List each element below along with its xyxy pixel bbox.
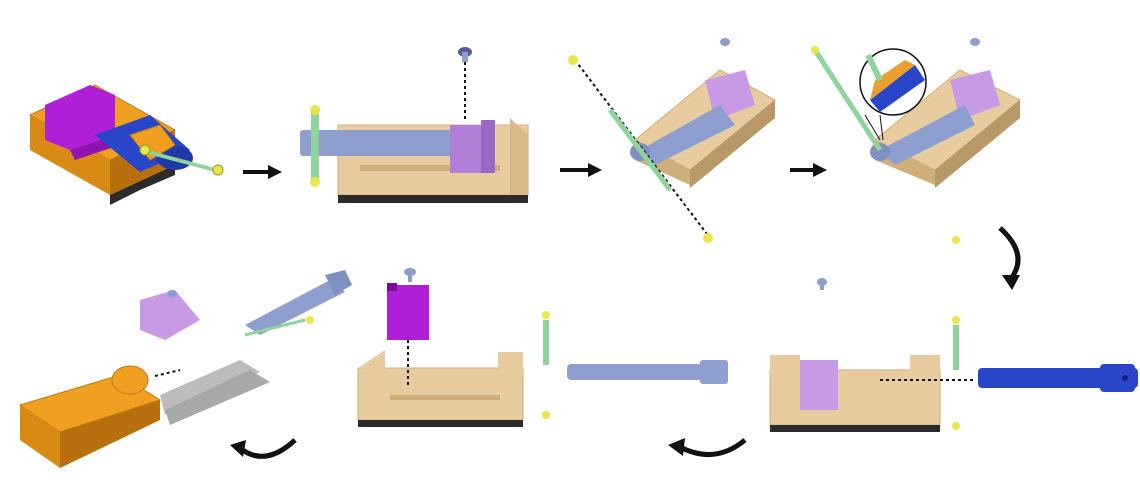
step-4-pin-zoom	[811, 38, 1021, 188]
step-1-assembled-vise	[28, 84, 224, 205]
step-6-shaft-removed	[357, 268, 728, 427]
step-2-side-view-handle	[300, 47, 529, 203]
arrow-1-to-2	[243, 165, 282, 179]
arrow-2-to-3	[560, 163, 602, 177]
step-5-exploded-screw-and-pins	[769, 236, 1138, 432]
step-8-fully-disassembled	[18, 270, 352, 468]
step-3-handle-removal	[568, 38, 776, 243]
arrow-3-to-4	[790, 163, 827, 177]
arrow-7-to-8	[230, 438, 297, 459]
arrow-4-to-5	[998, 226, 1021, 290]
arrow-5-to-6	[668, 438, 747, 458]
